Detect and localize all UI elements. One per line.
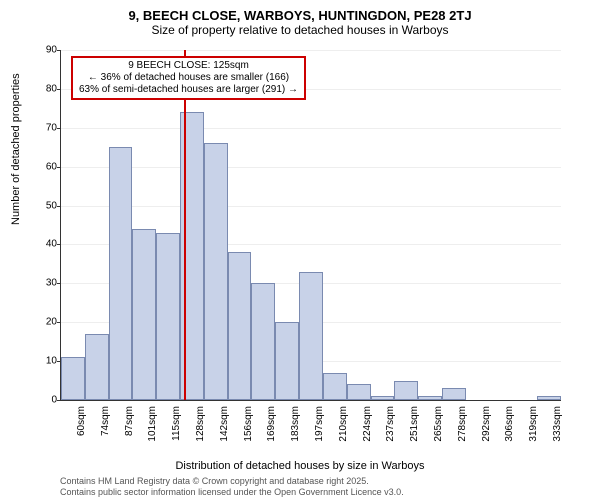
x-tick-label: 265sqm <box>433 406 444 442</box>
histogram-bar <box>156 233 180 400</box>
footer-line1: Contains HM Land Registry data © Crown c… <box>60 476 404 487</box>
y-tick-label: 70 <box>46 122 57 133</box>
x-tick-label: 87sqm <box>124 406 135 436</box>
histogram-bar <box>323 373 347 400</box>
y-tick-label: 20 <box>46 317 57 328</box>
y-tick-label: 30 <box>46 278 57 289</box>
annotation-line2: ← 36% of detached houses are smaller (16… <box>79 72 298 84</box>
histogram-bar <box>61 357 85 400</box>
histogram-bar <box>347 384 371 400</box>
plot-area: 010203040506070809060sqm74sqm87sqm101sqm… <box>60 50 561 401</box>
chart-subtitle: Size of property relative to detached ho… <box>0 23 600 41</box>
chart-container: 9, BEECH CLOSE, WARBOYS, HUNTINGDON, PE2… <box>0 0 600 500</box>
y-tick-label: 60 <box>46 161 57 172</box>
histogram-bar <box>442 388 466 400</box>
x-tick-label: 169sqm <box>266 406 277 442</box>
footer-line2: Contains public sector information licen… <box>60 487 404 498</box>
chart-area: 010203040506070809060sqm74sqm87sqm101sqm… <box>60 50 560 400</box>
histogram-bar <box>371 396 395 400</box>
x-tick-label: 251sqm <box>409 406 420 442</box>
x-tick-label: 237sqm <box>385 406 396 442</box>
histogram-bar <box>418 396 442 400</box>
x-tick-label: 156sqm <box>243 406 254 442</box>
x-tick-label: 224sqm <box>362 406 373 442</box>
x-tick-label: 101sqm <box>147 406 158 442</box>
y-tick-label: 80 <box>46 83 57 94</box>
x-tick-label: 319sqm <box>528 406 539 442</box>
y-tick-label: 90 <box>46 45 57 56</box>
x-tick-label: 292sqm <box>481 406 492 442</box>
histogram-bar <box>394 381 418 400</box>
x-tick-label: 115sqm <box>171 406 182 441</box>
x-tick-label: 197sqm <box>314 406 325 442</box>
histogram-bar <box>204 143 228 400</box>
footer-attribution: Contains HM Land Registry data © Crown c… <box>60 476 404 498</box>
histogram-bar <box>275 322 299 400</box>
histogram-bar <box>251 283 275 400</box>
x-tick-label: 60sqm <box>76 406 87 436</box>
x-tick-label: 128sqm <box>195 406 206 442</box>
x-tick-label: 142sqm <box>219 406 230 442</box>
annotation-box: 9 BEECH CLOSE: 125sqm← 36% of detached h… <box>71 56 306 100</box>
x-tick-label: 333sqm <box>552 406 563 442</box>
x-tick-label: 278sqm <box>457 406 468 442</box>
x-tick-label: 210sqm <box>338 406 349 442</box>
x-tick-label: 306sqm <box>504 406 515 442</box>
histogram-bar <box>85 334 109 400</box>
histogram-bar <box>299 272 323 400</box>
y-axis-label: Number of detached properties <box>10 73 22 225</box>
reference-line <box>184 50 186 400</box>
y-tick-label: 10 <box>46 356 57 367</box>
histogram-bar <box>132 229 156 400</box>
histogram-bar <box>537 396 561 400</box>
x-tick-label: 183sqm <box>290 406 301 442</box>
y-tick-label: 50 <box>46 200 57 211</box>
histogram-bar <box>109 147 133 400</box>
y-tick-label: 40 <box>46 239 57 250</box>
histogram-bar <box>228 252 252 400</box>
chart-title: 9, BEECH CLOSE, WARBOYS, HUNTINGDON, PE2… <box>0 0 600 23</box>
annotation-line1: 9 BEECH CLOSE: 125sqm <box>79 60 298 72</box>
annotation-line3: 63% of semi-detached houses are larger (… <box>79 84 298 96</box>
x-axis-label: Distribution of detached houses by size … <box>0 460 600 472</box>
x-tick-label: 74sqm <box>100 406 111 436</box>
